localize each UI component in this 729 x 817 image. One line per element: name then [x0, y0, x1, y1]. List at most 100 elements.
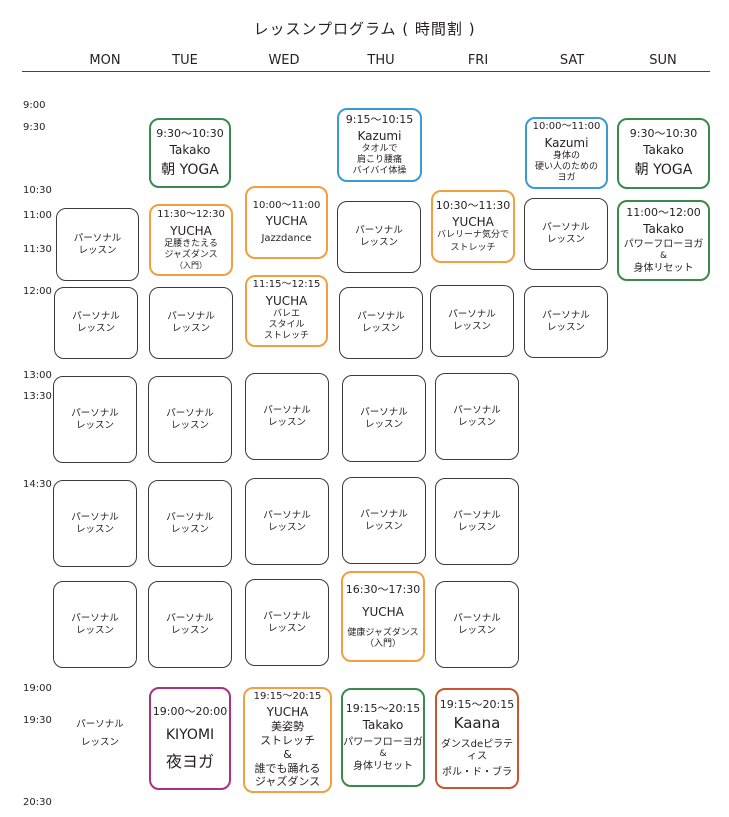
- lesson-label: レッスン: [452, 321, 491, 332]
- class-card-thu-health-jazz[interactable]: 16:30〜17:30 YUCHA 健康ジャズダンス （入門）: [341, 571, 425, 662]
- time-label: 20:30: [23, 797, 52, 808]
- instructor-name: KIYOMI: [165, 726, 215, 743]
- instructor-name: Kazumi: [544, 135, 589, 150]
- personal-lesson-slot[interactable]: パーソナル レッスン: [430, 285, 514, 357]
- class-card-sun-powerflow[interactable]: 11:00〜12:00 Takako パワーフローヨガ & 身体リセット: [617, 200, 710, 281]
- class-card-tue-evening-yoga[interactable]: 19:00〜20:00 KIYOMI 夜ヨガ: [149, 687, 231, 790]
- lesson-label: レッスン: [546, 234, 585, 245]
- class-description: ヨガ: [557, 173, 576, 184]
- class-time: 16:30〜17:30: [345, 582, 421, 596]
- class-time: 10:30〜11:30: [435, 198, 511, 212]
- class-title: Jazzdance: [261, 233, 312, 244]
- personal-lesson-slot[interactable]: パーソナル レッスン: [342, 375, 426, 462]
- personal-label: パーソナル: [166, 612, 214, 624]
- class-description: 誰でも踊れる: [254, 761, 321, 775]
- class-card-fri-yucha[interactable]: 10:30〜11:30 YUCHA バレリーナ気分で ストレッチ: [431, 190, 515, 263]
- instructor-name: Takako: [169, 142, 211, 157]
- personal-label: パーソナル: [542, 310, 590, 322]
- class-card-thu-evening[interactable]: 19:15〜20:15 Takako パワーフローヨガ & 身体リセット: [341, 688, 425, 787]
- class-card-wed-ballet[interactable]: 11:15〜12:15 YUCHA バレエ スタイル ストレッチ: [245, 275, 328, 347]
- class-description: ストレッチ: [260, 734, 315, 748]
- personal-lesson-slot[interactable]: パーソナル レッスン: [148, 376, 232, 463]
- lesson-label: レッスン: [361, 323, 400, 334]
- instructor-name: Kaana: [453, 713, 501, 732]
- class-card-wed-evening[interactable]: 19:15〜20:15 YUCHA 美姿勢 ストレッチ & 誰でも踊れる ジャズ…: [243, 687, 332, 793]
- personal-lesson-slot[interactable]: パーソナル レッスン: [524, 286, 608, 358]
- personal-lesson-slot[interactable]: パーソナル レッスン: [342, 477, 426, 564]
- personal-lesson-slot[interactable]: パーソナル レッスン: [54, 287, 138, 359]
- class-description: &: [379, 749, 387, 760]
- personal-lesson-slot[interactable]: パーソナル レッスン: [148, 581, 232, 668]
- personal-label: パーソナル: [167, 311, 215, 323]
- lesson-label: レッスン: [78, 244, 117, 256]
- time-label: 9:00: [23, 100, 46, 111]
- personal-lesson-slot[interactable]: パーソナル レッスン: [148, 480, 232, 567]
- instructor-name: Kazumi: [357, 128, 402, 143]
- personal-lesson-slot[interactable]: パーソナル レッスン: [53, 581, 137, 668]
- personal-lesson-slot[interactable]: パーソナル レッスン: [53, 376, 137, 463]
- class-description: &: [659, 251, 668, 262]
- lesson-label: レッスン: [170, 523, 209, 535]
- class-description: 身体の: [552, 150, 580, 161]
- page-title: レッスンプログラム ( 時間割 ): [253, 20, 476, 38]
- personal-lesson-slot[interactable]: パーソナル レッスン: [435, 581, 519, 668]
- lesson-label: レッスン: [75, 419, 114, 431]
- class-card-wed-jazzdance[interactable]: 10:00〜11:00 YUCHA Jazzdance: [245, 186, 328, 259]
- personal-label: パーソナル: [542, 222, 590, 234]
- personal-lesson-slot[interactable]: パーソナル レッスン: [524, 198, 608, 270]
- class-time: 19:00〜20:00: [152, 704, 228, 718]
- class-description: パワーフローヨガ: [343, 736, 423, 748]
- time-label: 13:00: [23, 370, 52, 381]
- class-description: &: [283, 747, 292, 761]
- class-description: 足腰きたえる: [164, 238, 218, 249]
- personal-lesson-slot[interactable]: パーソナル レッスン: [245, 373, 329, 460]
- instructor-name: YUCHA: [170, 223, 212, 238]
- day-mon: MON: [89, 53, 121, 68]
- personal-label: パーソナル: [360, 406, 408, 418]
- class-card-tue-yucha[interactable]: 11:30〜12:30 YUCHA 足腰きたえる ジャズダンス （入門）: [149, 204, 233, 276]
- personal-lesson-slot[interactable]: パーソナル レッスン: [337, 201, 421, 273]
- lesson-label: レッスン: [76, 323, 115, 334]
- personal-label: パーソナル: [73, 232, 122, 244]
- class-description: 硬い人のための: [534, 162, 598, 173]
- personal-lesson-slot[interactable]: パーソナル レッスン: [245, 478, 329, 565]
- personal-lesson-slot[interactable]: パーソナル レッスン: [245, 579, 329, 666]
- personal-lesson-slot[interactable]: パーソナル レッスン: [339, 287, 423, 359]
- personal-lesson-slot[interactable]: パーソナル レッスン: [53, 480, 137, 567]
- personal-lesson-slot[interactable]: パーソナル レッスン: [435, 373, 519, 460]
- personal-lesson-slot[interactable]: パーソナル レッスン: [149, 287, 233, 359]
- personal-label: パーソナル: [357, 311, 405, 323]
- class-card-tue-morning-yoga[interactable]: 9:30〜10:30 Takako 朝 YOGA: [149, 118, 231, 188]
- personal-label: パーソナル: [166, 407, 214, 419]
- class-card-sat-kazumi[interactable]: 10:00〜11:00 Kazumi 身体の 硬い人のための ヨガ: [525, 117, 608, 189]
- class-title: 朝 YOGA: [161, 161, 219, 178]
- time-label: 9:30: [23, 122, 46, 133]
- class-time: 10:00〜11:00: [532, 121, 601, 133]
- personal-lesson-slot[interactable]: パーソナル レッスン: [56, 208, 139, 281]
- class-description: ジャズダンス: [164, 249, 218, 260]
- class-description: タオルで: [361, 143, 398, 154]
- personal-label: パーソナル: [453, 612, 501, 624]
- lesson-label: レッスン: [364, 418, 403, 430]
- instructor-name: YUCHA: [266, 705, 309, 720]
- instructor-name: Takako: [362, 717, 404, 732]
- personal-label: パーソナル: [76, 719, 124, 731]
- class-description: 美姿勢: [271, 720, 304, 734]
- time-label: 14:30: [23, 479, 52, 490]
- class-description: 身体リセット: [633, 262, 694, 274]
- class-card-sun-morning-yoga[interactable]: 9:30〜10:30 Takako 朝 YOGA: [617, 118, 710, 189]
- header-divider: [22, 71, 710, 72]
- personal-lesson-slot[interactable]: パーソナル レッスン: [55, 712, 145, 756]
- personal-label: パーソナル: [453, 404, 501, 416]
- lesson-label: レッスン: [267, 622, 306, 634]
- class-description: ストレッチ: [263, 331, 309, 342]
- class-description: ポル・ド・ブラ: [442, 766, 512, 778]
- class-card-thu-kazumi[interactable]: 9:15〜10:15 Kazumi タオルで 肩こり腰痛 バイバイ体操: [337, 108, 422, 182]
- lesson-label: レッスン: [171, 323, 210, 334]
- personal-lesson-slot[interactable]: パーソナル レッスン: [435, 478, 519, 565]
- day-tue: TUE: [172, 53, 198, 68]
- lesson-label: レッスン: [359, 237, 398, 248]
- personal-label: パーソナル: [453, 509, 501, 521]
- instructor-name: Takako: [643, 143, 684, 158]
- class-card-fri-evening[interactable]: 19:15〜20:15 Kaana ダンスdeピラティス ポル・ド・ブラ: [435, 688, 519, 789]
